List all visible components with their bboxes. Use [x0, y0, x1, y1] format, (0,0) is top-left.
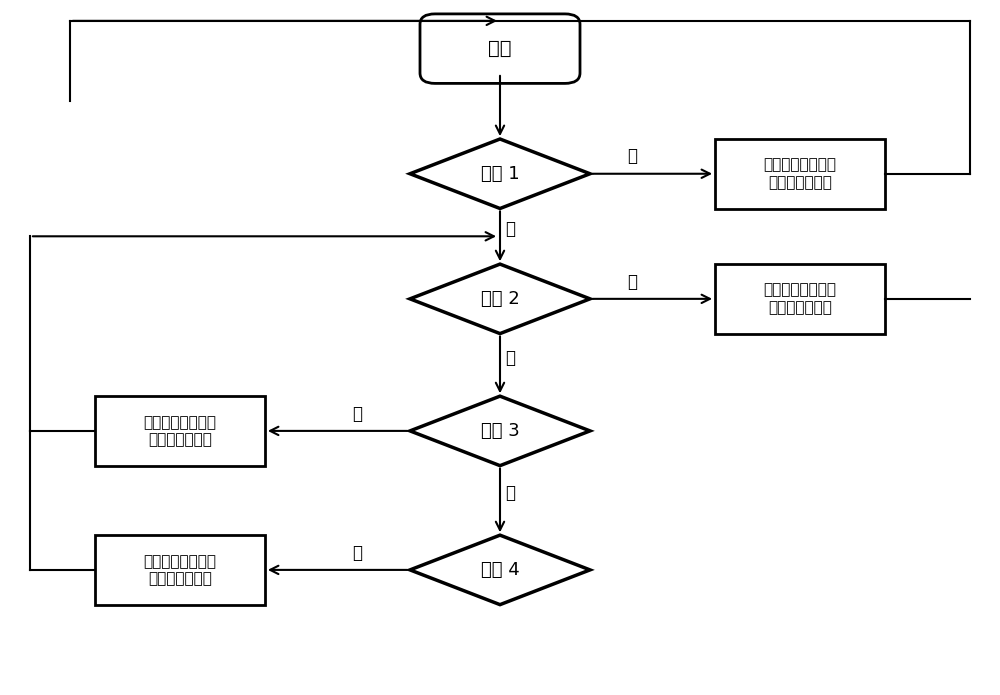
Polygon shape — [410, 264, 590, 334]
Text: 条件 3: 条件 3 — [481, 422, 519, 440]
Text: 打开第一膨胀阀，
关闭第二膨胀阀: 打开第一膨胀阀， 关闭第二膨胀阀 — [764, 283, 836, 315]
Text: 否: 否 — [505, 349, 515, 367]
Text: 否: 否 — [505, 220, 515, 238]
Text: 否: 否 — [505, 484, 515, 502]
FancyBboxPatch shape — [715, 264, 885, 334]
FancyBboxPatch shape — [95, 535, 265, 605]
FancyBboxPatch shape — [715, 139, 885, 208]
Text: 是: 是 — [353, 404, 363, 423]
Polygon shape — [410, 396, 590, 466]
Text: 关闭第一膨胀阀，
打开第二膨胀阀: 关闭第一膨胀阀， 打开第二膨胀阀 — [764, 158, 836, 190]
Text: 条件 4: 条件 4 — [481, 561, 519, 579]
Text: 关闭第一膨胀阀，
打开第二膨胀阀: 关闭第一膨胀阀， 打开第二膨胀阀 — [144, 415, 216, 447]
Text: 开机: 开机 — [488, 39, 512, 58]
Text: 打开第一膨胀阀，
关闭第二膨胀阀: 打开第一膨胀阀， 关闭第二膨胀阀 — [144, 554, 216, 586]
Text: 是: 是 — [628, 147, 638, 165]
FancyBboxPatch shape — [420, 14, 580, 83]
FancyBboxPatch shape — [95, 396, 265, 466]
Polygon shape — [410, 535, 590, 605]
Text: 条件 1: 条件 1 — [481, 165, 519, 183]
Text: 是: 是 — [628, 272, 638, 291]
Text: 是: 是 — [353, 543, 363, 562]
Polygon shape — [410, 139, 590, 208]
Text: 条件 2: 条件 2 — [481, 290, 519, 308]
